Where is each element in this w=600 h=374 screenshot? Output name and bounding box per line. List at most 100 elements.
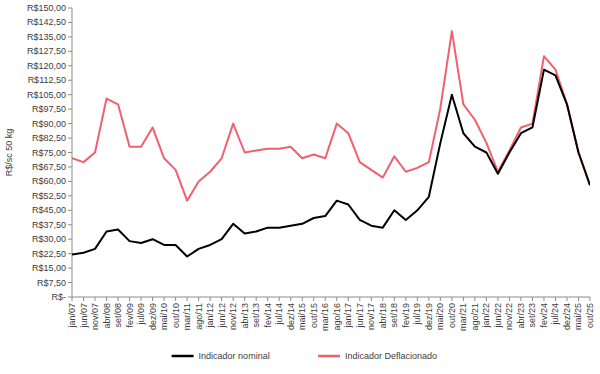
x-tick-label: ago/11	[194, 303, 204, 330]
y-tick-label: R$90,00	[32, 119, 66, 129]
y-tick	[68, 181, 72, 182]
x-tick	[474, 297, 475, 301]
y-tick	[68, 152, 72, 153]
y-tick-label: R$75,00	[32, 148, 66, 158]
y-tick	[68, 297, 72, 298]
x-tick	[106, 297, 107, 301]
y-tick	[68, 22, 72, 23]
x-tick-label: abr/13	[240, 303, 250, 329]
y-tick	[68, 224, 72, 225]
x-tick	[267, 297, 268, 301]
x-tick-label: out/25	[585, 303, 595, 328]
x-tick	[210, 297, 211, 301]
legend: Indicador nominalIndicador Deflacionado	[172, 351, 437, 361]
x-tick	[532, 297, 533, 301]
x-tick	[187, 297, 188, 301]
x-tick	[244, 297, 245, 301]
x-tick	[279, 297, 280, 301]
legend-label: Indicador Deflacionado	[345, 351, 437, 361]
x-tick	[72, 297, 73, 301]
x-tick	[394, 297, 395, 301]
x-tick	[555, 297, 556, 301]
x-tick-label: jul/24	[550, 303, 560, 326]
y-tick-label: R$82,50	[32, 133, 66, 143]
y-tick-label: R$-	[51, 292, 66, 302]
y-tick-label: R$135,00	[27, 32, 66, 42]
y-tick	[68, 80, 72, 81]
x-tick-label: abr/18	[378, 303, 388, 329]
x-tick	[83, 297, 84, 301]
x-tick	[486, 297, 487, 301]
x-axis	[72, 297, 590, 298]
x-tick	[152, 297, 153, 301]
y-tick-label: R$112,50	[28, 75, 66, 85]
x-tick-label: mar/16	[320, 303, 330, 331]
y-tick	[68, 51, 72, 52]
x-tick	[497, 297, 498, 301]
y-tick-label: R$15,00	[32, 263, 66, 273]
x-tick-label: jul/19	[412, 303, 422, 326]
x-tick	[325, 297, 326, 301]
y-tick-label: R$150,00	[27, 3, 66, 13]
y-axis-label: R$/sc 50 kg	[4, 129, 14, 177]
x-tick-label: jul/09	[136, 303, 146, 326]
y-tick-label: R$30,00	[32, 234, 66, 244]
y-tick	[68, 138, 72, 139]
x-tick-label: nov/22	[504, 303, 514, 330]
y-tick	[68, 195, 72, 196]
x-tick	[428, 297, 429, 301]
x-tick	[198, 297, 199, 301]
legend-swatch	[172, 355, 194, 358]
x-tick-label: nov/12	[228, 303, 238, 330]
y-tick-label: R$142,50	[27, 17, 66, 27]
y-tick	[68, 8, 72, 9]
y-tick-label: R$60,00	[32, 176, 66, 186]
x-tick	[382, 297, 383, 301]
x-tick-label: nov/07	[90, 303, 100, 330]
x-tick	[405, 297, 406, 301]
x-tick	[417, 297, 418, 301]
y-tick	[68, 109, 72, 110]
x-tick-label: jul/14	[274, 303, 284, 326]
x-tick	[175, 297, 176, 301]
y-tick-label: R$97,50	[32, 104, 66, 114]
x-tick-label: set/13	[251, 303, 261, 328]
x-tick-label: out/20	[447, 303, 457, 328]
x-tick-label: jan/07	[67, 303, 77, 329]
x-tick	[95, 297, 96, 301]
x-tick-label: dez/09	[148, 303, 158, 330]
x-tick	[302, 297, 303, 301]
y-tick-label: R$45,00	[32, 205, 66, 215]
x-tick	[336, 297, 337, 301]
x-tick-label: fev/19	[401, 303, 411, 328]
x-tick	[164, 297, 165, 301]
x-tick-label: fev/09	[125, 303, 135, 328]
y-tick-label: R$37,50	[32, 220, 66, 230]
x-tick-label: set/23	[527, 303, 537, 328]
x-tick-label: dez/14	[286, 303, 296, 330]
x-tick	[509, 297, 510, 301]
x-tick	[118, 297, 119, 301]
x-tick-label: abr/23	[516, 303, 526, 329]
x-tick-label: mar/11	[182, 303, 192, 330]
x-tick-label: fev/24	[539, 303, 549, 328]
x-tick-label: jan/22	[481, 303, 491, 329]
x-tick-label: mai/25	[573, 303, 583, 330]
x-tick	[566, 297, 567, 301]
x-tick-label: set/08	[113, 303, 123, 328]
x-tick	[578, 297, 579, 301]
x-tick	[520, 297, 521, 301]
x-tick-label: mar/21	[458, 303, 468, 331]
y-tick-label: R$120,00	[27, 61, 66, 71]
y-tick	[68, 123, 72, 124]
x-tick	[256, 297, 257, 301]
x-tick	[463, 297, 464, 301]
plot-area	[72, 31, 590, 256]
x-tick-label: jun/17	[355, 303, 365, 329]
x-tick	[313, 297, 314, 301]
y-tick-label: R$127,50	[27, 46, 66, 56]
y-tick	[68, 268, 72, 269]
x-tick-label: jan/17	[343, 303, 353, 329]
x-tick-label: nov/17	[366, 303, 376, 330]
x-tick	[440, 297, 441, 301]
